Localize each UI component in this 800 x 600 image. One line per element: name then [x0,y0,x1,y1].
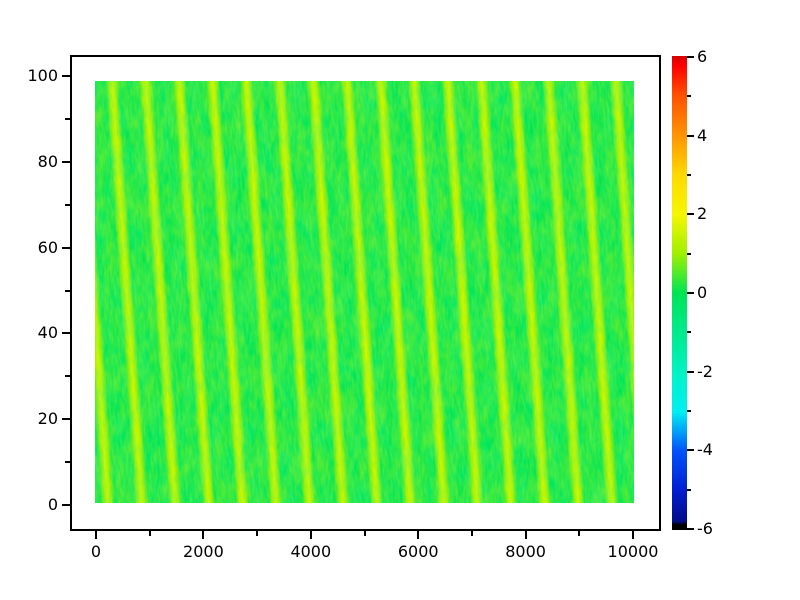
y-axis-tick-label: 100 [27,66,58,85]
y-axis-tick-label: 20 [37,409,58,429]
y-axis-major-tick [62,160,70,163]
y-axis-major-tick [62,504,70,506]
y-axis-major-tick [62,75,70,77]
x-axis-tick-label: 4000 [290,542,332,561]
y-axis-minor-tick [65,117,70,120]
x-axis-tick-label: 2000 [183,542,224,561]
x-axis-major-tick [309,531,312,539]
y-axis-tick-label: 0 [47,495,58,514]
y-axis-minor-tick [65,203,70,206]
y-axis-tick-label: 40 [37,323,58,343]
y-axis-major-tick [62,418,70,421]
colorbar-tick-label: 2 [697,204,708,224]
x-axis-tick-label: 0 [90,542,102,561]
y-axis-minor-tick [65,461,70,464]
heatmap-surface [16,0,714,589]
colorbar-tick-label: 4 [697,125,708,145]
y-axis-tick-label: 80 [37,151,58,171]
colorbar-major-tick [687,134,694,137]
x-axis-tick-label: 6000 [397,542,439,561]
colorbar-tick-label: -4 [697,440,713,460]
y-axis-major-tick [62,332,70,335]
colorbar-minor-tick [687,410,691,412]
colorbar-major-tick [687,449,694,452]
x-axis-minor-tick [578,531,581,536]
x-axis-major-tick [95,531,97,539]
colorbar-minor-tick [687,252,691,255]
x-axis-major-tick [202,531,205,539]
colorbar-tick-label: -2 [697,361,713,381]
colorbar-tick-label: -6 [697,519,713,538]
y-axis-minor-tick [65,289,70,292]
plot-frame [70,55,661,531]
colorbar-minor-tick [687,488,691,491]
colorbar [672,56,687,530]
colorbar-major-tick [687,528,694,530]
x-axis-minor-tick [363,531,366,536]
colorbar-major-tick [687,56,694,58]
colorbar-minor-tick [687,331,691,334]
x-axis-major-tick [524,531,527,539]
x-axis-major-tick [632,531,634,539]
colorbar-major-tick [687,370,694,373]
x-axis-tick-label: 8000 [505,542,546,561]
y-axis-major-tick [62,246,70,249]
colorbar-tick-label: 6 [697,47,708,66]
y-axis-minor-tick [65,375,70,378]
x-axis-major-tick [417,531,420,539]
heatmap [16,0,714,589]
x-axis-tick-label: 10000 [607,542,659,561]
x-axis-minor-tick [470,531,473,536]
colorbar-minor-tick [687,174,691,176]
x-axis-minor-tick [256,531,259,536]
x-axis-minor-tick [148,531,151,536]
colorbar-major-tick [687,213,694,216]
colorbar-tick-label: 0 [697,283,708,302]
colorbar-minor-tick [687,95,691,98]
y-axis-tick-label: 60 [37,237,58,257]
colorbar-major-tick [687,292,694,294]
